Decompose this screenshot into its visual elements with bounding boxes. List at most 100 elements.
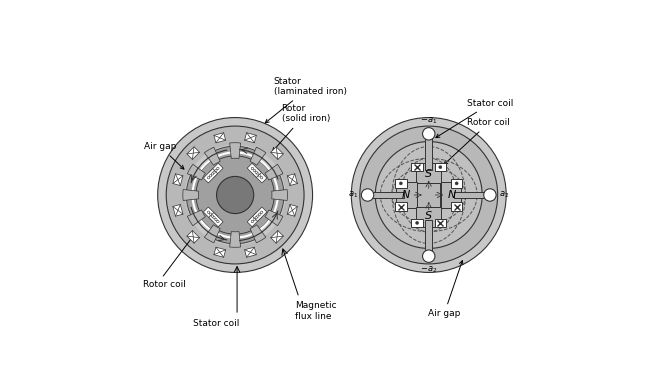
Text: Magnetic
flux line: Magnetic flux line	[295, 301, 337, 321]
Bar	[209, 213, 223, 227]
Text: Air gap: Air gap	[144, 142, 184, 169]
Bar	[441, 183, 461, 207]
Wedge shape	[265, 210, 283, 226]
Circle shape	[251, 167, 253, 170]
Text: S: S	[425, 169, 432, 179]
Text: Rotor coil: Rotor coil	[444, 118, 510, 165]
Wedge shape	[230, 143, 241, 158]
Text: $-a_2$: $-a_2$	[420, 264, 438, 275]
Wedge shape	[250, 147, 266, 165]
Circle shape	[259, 175, 261, 177]
Circle shape	[207, 177, 210, 179]
Bar	[203, 169, 218, 183]
Bar	[411, 163, 423, 171]
Circle shape	[166, 126, 304, 264]
Text: N: N	[447, 190, 456, 200]
Bar	[417, 183, 440, 207]
Circle shape	[216, 176, 253, 214]
Circle shape	[209, 213, 212, 215]
Text: N: N	[401, 190, 410, 200]
Bar	[434, 219, 446, 227]
Circle shape	[362, 189, 374, 201]
Circle shape	[376, 142, 482, 248]
Text: $a_1$: $a_1$	[348, 190, 358, 200]
Bar	[416, 163, 442, 183]
Bar	[173, 204, 183, 216]
Bar	[271, 230, 283, 243]
Text: Rotor coil: Rotor coil	[143, 280, 186, 289]
Bar	[173, 174, 183, 186]
Circle shape	[257, 215, 259, 217]
Wedge shape	[205, 147, 220, 165]
Bar	[245, 133, 256, 143]
Bar	[214, 247, 226, 257]
Bar	[425, 220, 432, 255]
Bar	[397, 183, 416, 207]
Circle shape	[360, 126, 498, 264]
Bar	[395, 202, 407, 211]
Wedge shape	[213, 230, 258, 244]
Wedge shape	[186, 172, 201, 218]
Bar	[395, 179, 407, 188]
Text: $a_2$: $a_2$	[499, 190, 510, 200]
Bar	[203, 207, 218, 221]
Bar	[451, 202, 463, 211]
Circle shape	[213, 216, 215, 219]
Circle shape	[211, 173, 214, 175]
Bar	[214, 133, 226, 143]
Text: Rotor
(solid iron): Rotor (solid iron)	[273, 104, 330, 151]
Circle shape	[422, 128, 435, 140]
Circle shape	[259, 213, 261, 215]
Circle shape	[351, 117, 506, 273]
Circle shape	[158, 117, 313, 273]
Bar	[434, 163, 446, 171]
Circle shape	[399, 182, 403, 185]
Bar	[253, 207, 267, 221]
Circle shape	[439, 166, 442, 168]
Bar	[287, 174, 298, 186]
Text: Stator coil: Stator coil	[436, 99, 514, 138]
Circle shape	[255, 171, 257, 174]
Bar	[253, 169, 267, 183]
Circle shape	[216, 167, 219, 170]
Circle shape	[416, 222, 418, 224]
Wedge shape	[187, 164, 205, 180]
Wedge shape	[270, 172, 284, 218]
Text: S: S	[425, 211, 432, 221]
Text: Stator
(laminated iron): Stator (laminated iron)	[265, 77, 347, 123]
Circle shape	[261, 211, 263, 213]
Circle shape	[484, 189, 496, 201]
Circle shape	[209, 175, 212, 177]
Bar	[271, 147, 283, 160]
Circle shape	[422, 250, 435, 262]
Circle shape	[253, 218, 255, 221]
Circle shape	[216, 220, 219, 223]
Wedge shape	[230, 232, 241, 247]
Bar	[248, 163, 261, 177]
Circle shape	[261, 177, 263, 179]
Bar	[425, 135, 432, 170]
Bar	[245, 247, 256, 257]
Bar	[209, 163, 223, 177]
Wedge shape	[265, 164, 283, 180]
Wedge shape	[187, 210, 205, 226]
Bar	[248, 213, 261, 227]
Text: Stator coil: Stator coil	[193, 319, 239, 328]
Bar	[416, 207, 442, 227]
Wedge shape	[250, 225, 266, 243]
Circle shape	[213, 171, 215, 174]
Circle shape	[193, 153, 277, 237]
Circle shape	[185, 145, 286, 245]
Bar	[453, 191, 488, 199]
Circle shape	[214, 169, 217, 172]
Circle shape	[255, 216, 257, 219]
Wedge shape	[183, 190, 199, 200]
Bar	[287, 204, 298, 216]
Circle shape	[257, 173, 259, 175]
Bar	[451, 179, 463, 188]
Circle shape	[251, 220, 253, 223]
Text: $-a_1$: $-a_1$	[420, 115, 438, 126]
Circle shape	[211, 215, 214, 217]
Circle shape	[214, 218, 217, 221]
Wedge shape	[213, 146, 258, 160]
